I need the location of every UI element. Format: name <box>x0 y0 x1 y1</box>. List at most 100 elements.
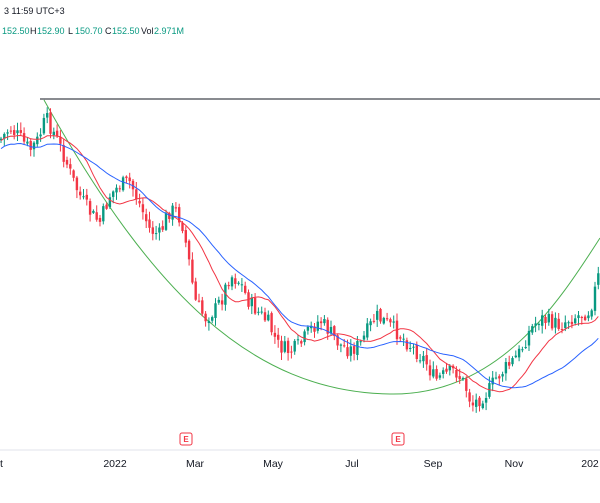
candle <box>9 126 13 135</box>
candle <box>481 400 484 410</box>
candle-body <box>161 226 164 230</box>
volume-value: 2.971M <box>154 26 185 36</box>
candle <box>300 339 303 347</box>
x-axis: t 2022 Mar May Jul Sep Nov 202 <box>0 449 600 470</box>
candle-body <box>260 311 263 313</box>
candle <box>85 188 88 206</box>
candle-body <box>22 133 26 142</box>
candle-body <box>359 341 362 343</box>
candle-body <box>352 346 356 354</box>
candle-body <box>267 314 270 321</box>
candle <box>306 325 310 335</box>
candle-body <box>217 299 220 303</box>
candle-body <box>112 191 115 197</box>
ohlc-header: 3 11:59 UTC+3 152.50 H 152.90 L 150.70 C… <box>0 0 600 40</box>
candle-body <box>554 317 557 328</box>
candle-body <box>319 321 323 324</box>
candle <box>541 309 544 334</box>
candle-body <box>346 347 349 357</box>
candle-body <box>508 362 511 366</box>
candle <box>151 221 154 241</box>
candle-body <box>230 277 234 287</box>
candle-body <box>534 323 537 326</box>
candle <box>92 209 95 215</box>
candle <box>270 311 273 336</box>
candle-body <box>6 132 9 134</box>
candle-body <box>220 300 224 305</box>
candle <box>527 325 531 351</box>
candle-body <box>517 348 521 358</box>
volume-label: Vol <box>141 26 154 36</box>
earnings-marker[interactable]: E <box>391 432 405 446</box>
candle <box>217 296 220 305</box>
candle-body <box>458 376 461 380</box>
candle <box>52 127 55 140</box>
earnings-marker[interactable]: E <box>179 432 193 446</box>
candle <box>286 337 290 361</box>
candle-body <box>567 322 570 324</box>
candle <box>283 335 286 354</box>
x-tick-label: Nov <box>505 458 524 470</box>
x-tick-label: Jul <box>345 458 358 470</box>
candle <box>293 339 296 355</box>
candle-body <box>29 140 32 150</box>
candle-body <box>197 300 201 302</box>
candle <box>227 281 230 290</box>
candle-body <box>329 326 333 334</box>
candle-body <box>498 376 501 379</box>
candle-body <box>303 331 306 343</box>
candle <box>554 312 557 334</box>
candle <box>280 335 283 361</box>
candle <box>220 293 224 311</box>
candle-body <box>428 365 432 376</box>
high-value: 152.90 <box>37 26 65 36</box>
low-value: 150.70 <box>75 26 103 36</box>
candle-body <box>422 355 425 362</box>
candle <box>435 365 438 381</box>
candle-body <box>69 164 72 169</box>
candle-body <box>369 321 372 326</box>
candle <box>69 158 72 175</box>
candle-body <box>181 222 184 232</box>
candle <box>118 185 121 193</box>
candle-body <box>49 112 52 134</box>
candle-body <box>392 321 395 323</box>
candle-body <box>560 328 564 330</box>
candle <box>184 226 187 248</box>
candle <box>234 273 237 289</box>
candle-body <box>88 201 92 215</box>
candle <box>26 137 29 147</box>
candle-body <box>286 340 290 353</box>
candle-body <box>224 284 227 305</box>
candle <box>6 129 9 141</box>
moving-averages-layer <box>0 134 599 393</box>
candle <box>257 307 260 316</box>
candle-body <box>418 360 422 362</box>
candle-body <box>273 332 277 337</box>
candle <box>461 376 465 381</box>
candle-body <box>577 315 580 319</box>
candle-body <box>154 233 158 235</box>
candle <box>194 277 197 301</box>
candle-body <box>385 318 389 320</box>
candle-body <box>270 313 273 333</box>
candle <box>197 293 201 303</box>
candle-body <box>448 365 451 371</box>
candle <box>465 376 468 398</box>
candle <box>75 175 79 199</box>
candle <box>577 310 580 326</box>
candle-body <box>290 351 293 353</box>
candle <box>102 203 105 225</box>
candle <box>204 311 207 327</box>
candle <box>418 354 422 364</box>
candle-body <box>26 141 29 144</box>
candles-layer <box>0 107 600 413</box>
candle <box>323 315 326 326</box>
candle <box>478 396 481 412</box>
candle-body <box>79 191 82 196</box>
candle <box>405 337 409 352</box>
candle-body <box>121 177 125 191</box>
candle <box>158 223 161 241</box>
candle-body <box>240 284 244 286</box>
